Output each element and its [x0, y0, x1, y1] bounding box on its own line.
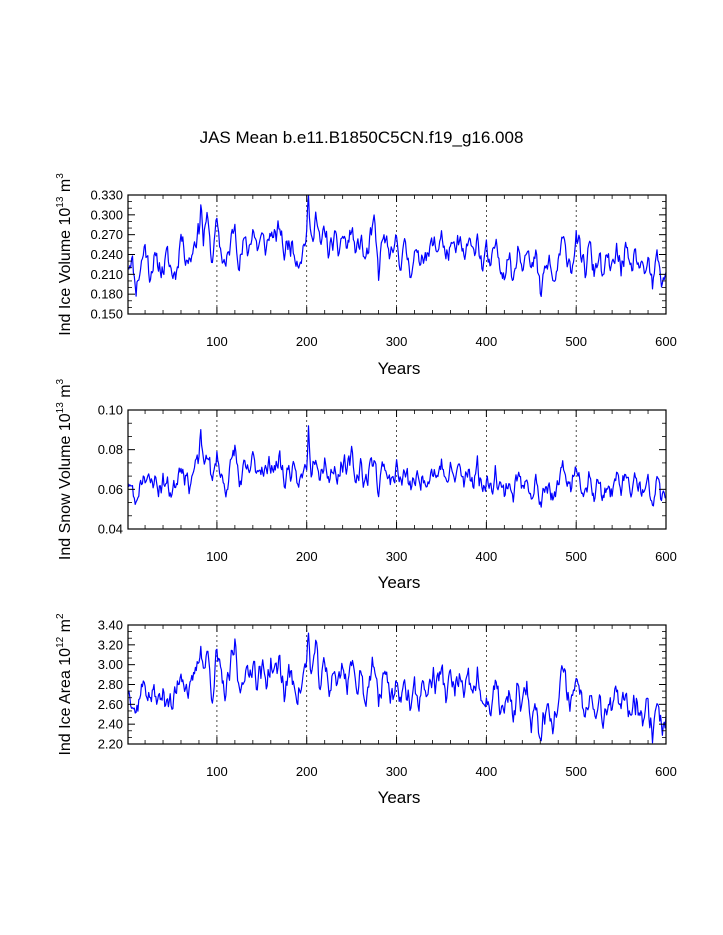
x-axis-label: Years — [378, 573, 421, 592]
plot-frame-2 — [127, 409, 667, 530]
x-axis-label: Years — [378, 788, 421, 807]
series-line-2 — [127, 425, 667, 508]
xtick-label: 400 — [476, 334, 498, 349]
ytick-label: 0.180 — [90, 287, 123, 302]
ytick-label: 0.300 — [90, 207, 123, 222]
xtick-label: 600 — [655, 764, 677, 779]
ytick-label: 3.00 — [98, 657, 123, 672]
xtick-label: 500 — [565, 764, 587, 779]
ytick-label: 2.80 — [98, 677, 123, 692]
xtick-label: 100 — [206, 764, 228, 779]
xtick-label: 600 — [655, 334, 677, 349]
x-axis-label: Years — [378, 359, 421, 378]
chart-panel-3: 2.20 2.40 2.60 2.80 3.00 3.20 3.40 100 200 300 400… — [55, 613, 677, 807]
xtick-label: 400 — [476, 549, 498, 564]
ytick-label: 0.150 — [90, 307, 123, 322]
xtick-label: 200 — [296, 764, 318, 779]
xtick-label: 500 — [565, 334, 587, 349]
ytick-label: 0.10 — [98, 403, 123, 418]
ytick-label: 2.60 — [98, 697, 123, 712]
y-axis-label: Ind Ice Area 1012 m2 — [55, 613, 74, 756]
ytick-label: 0.330 — [90, 188, 123, 203]
xtick-label: 600 — [655, 549, 677, 564]
figure-title: JAS Mean b.e11.B1850C5CN.f19_g16.008 — [199, 128, 524, 147]
ytick-label: 0.210 — [90, 267, 123, 282]
xtick-label: 400 — [476, 764, 498, 779]
xtick-label: 200 — [296, 549, 318, 564]
ytick-label: 2.20 — [98, 737, 123, 752]
ytick-label: 0.06 — [98, 482, 123, 497]
chart-panel-2: 0.04 0.06 0.08 0.10 100 200 300 400 500 600 Years I… — [55, 378, 677, 592]
ytick-label: 0.08 — [98, 442, 123, 457]
plot-frame-1 — [127, 194, 667, 315]
ytick-label: 3.40 — [98, 618, 123, 633]
ytick-label: 2.40 — [98, 717, 123, 732]
ytick-label: 0.04 — [98, 522, 123, 537]
series-line-1 — [127, 195, 667, 297]
xtick-label: 100 — [206, 549, 228, 564]
xtick-label: 100 — [206, 334, 228, 349]
ytick-label: 3.20 — [98, 637, 123, 652]
xtick-label: 300 — [386, 334, 408, 349]
xtick-label: 500 — [565, 549, 587, 564]
series-line-3 — [127, 632, 667, 744]
chart-panel-1: 0.150 0.180 0.210 0.240 0.270 0.300 0.330 100 20… — [55, 173, 677, 378]
ytick-label: 0.270 — [90, 227, 123, 242]
ytick-label: 0.240 — [90, 247, 123, 262]
xtick-label: 200 — [296, 334, 318, 349]
y-axis-label: Ind Ice Volume 1013 m3 — [55, 173, 74, 336]
y-axis-label: Ind Snow Volume 1013 m3 — [55, 378, 74, 560]
xtick-label: 300 — [386, 764, 408, 779]
xtick-label: 300 — [386, 549, 408, 564]
